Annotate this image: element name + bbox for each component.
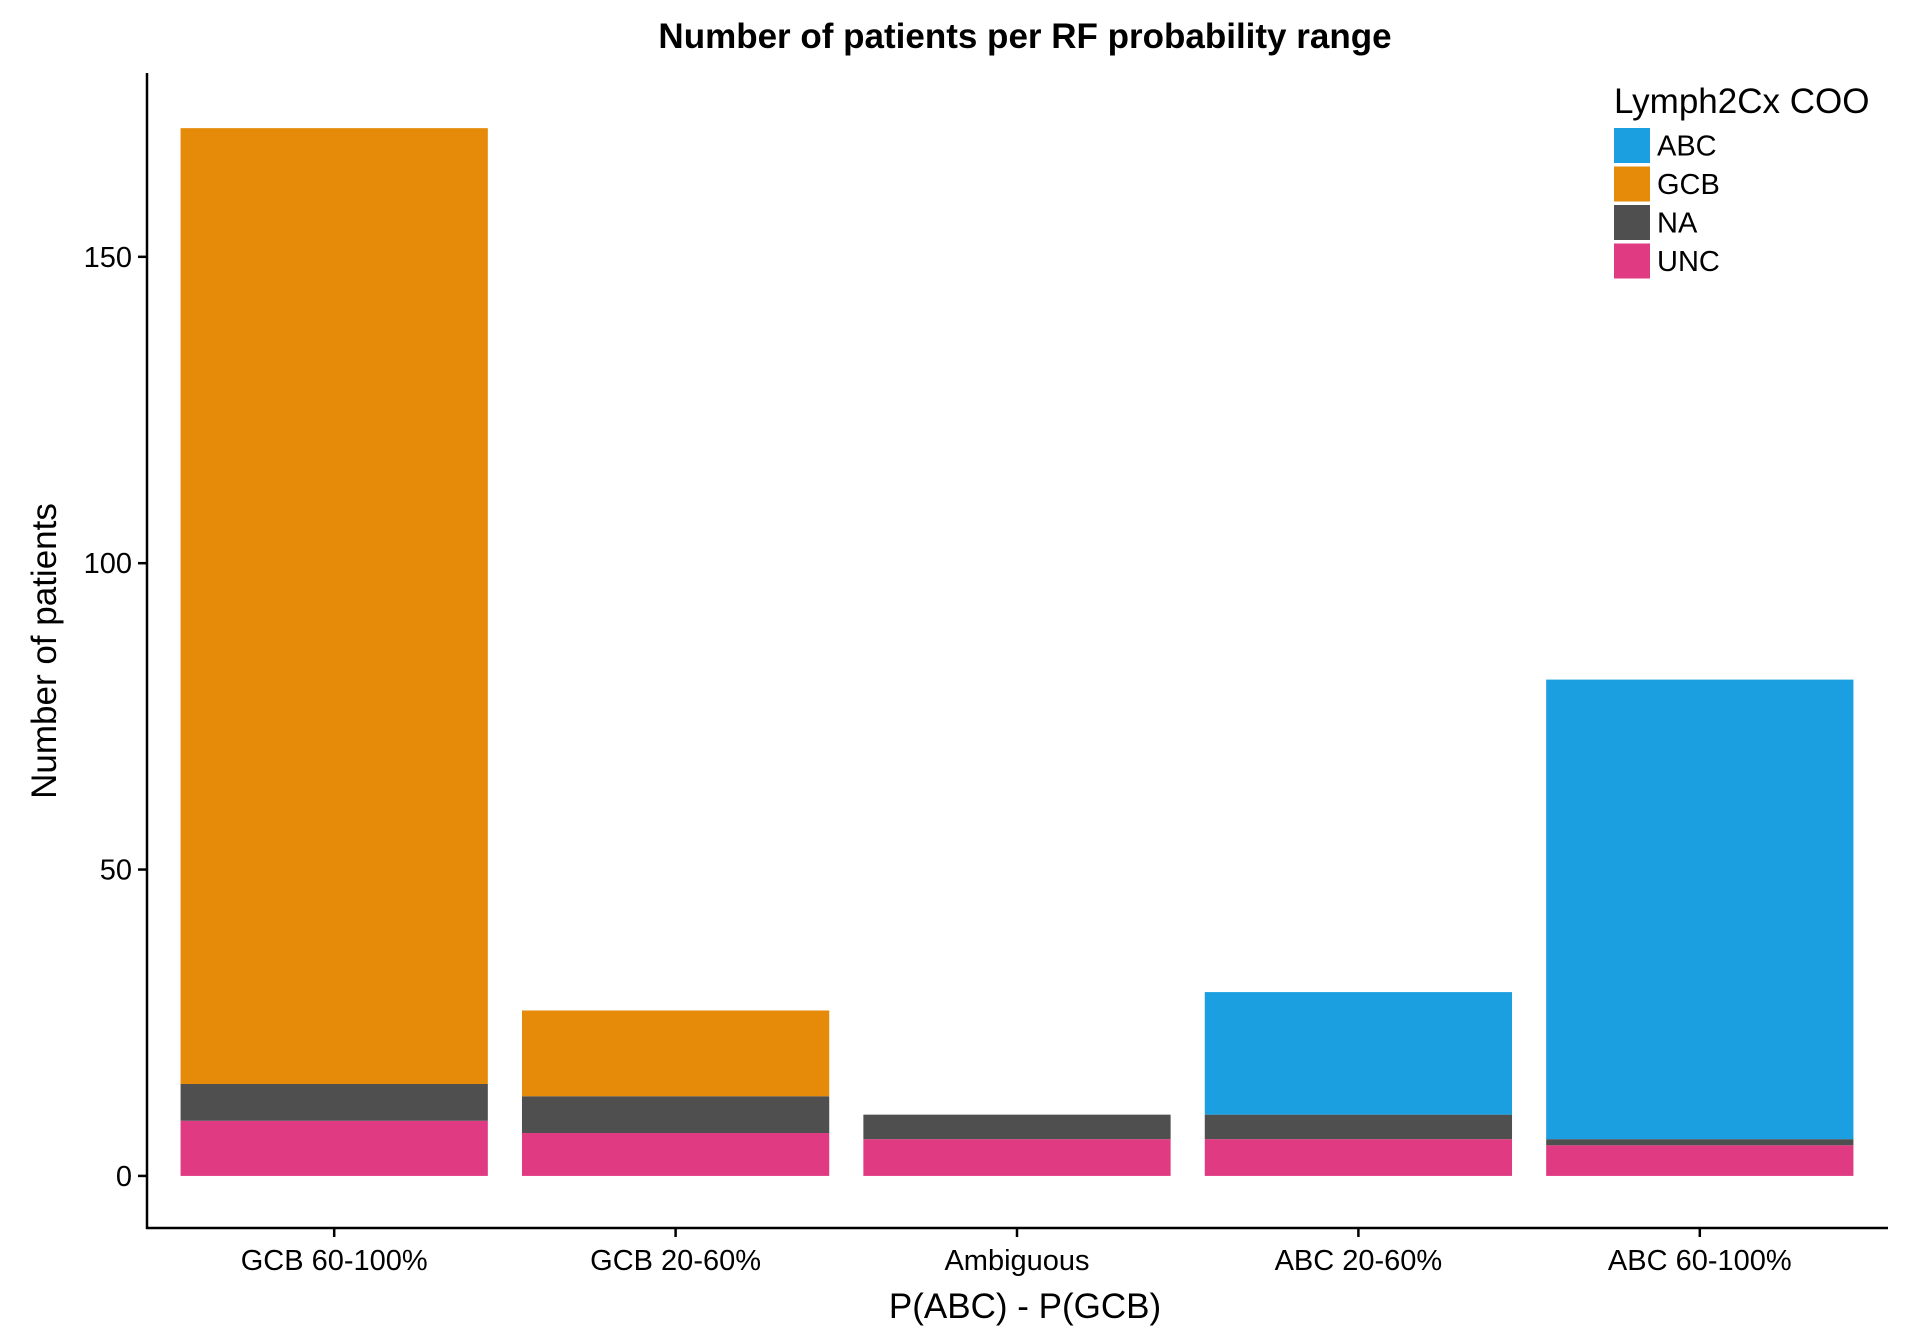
x-tick-label-gcb-60-100: GCB 60-100% (241, 1245, 428, 1277)
legend-key-unc (1614, 243, 1650, 279)
x-tick-label-abc-60-100: ABC 60-100% (1608, 1245, 1792, 1277)
legend-key-abc (1614, 128, 1650, 163)
x-tick-label-ambiguous: Ambiguous (944, 1245, 1089, 1277)
legend-label-unc: UNC (1657, 246, 1720, 278)
bar-gcb-60-100-gcb (180, 128, 488, 1085)
y-tick-label-50: 50 (100, 855, 132, 887)
y-tick-label-150: 150 (84, 242, 132, 274)
bar-abc-60-100-na (1546, 1139, 1854, 1146)
bar-gcb-60-100-unc (180, 1120, 488, 1176)
bar-abc-20-60-na (1204, 1114, 1513, 1140)
y-ticks-layer: 0 50 100 150 (84, 242, 147, 1193)
legend-label-gcb: GCB (1657, 169, 1720, 201)
bar-abc-20-60-abc (1204, 992, 1513, 1115)
bar-gcb-60-100-na (180, 1084, 488, 1121)
bar-ambiguous-na (863, 1114, 1171, 1140)
legend-label-abc: ABC (1657, 131, 1717, 163)
bars-layer (180, 128, 1854, 1176)
bar-abc-60-100-abc (1546, 679, 1854, 1140)
bar-gcb-20-60-na (521, 1096, 830, 1134)
legend-items: ABC GCB NA UNC (1614, 128, 1720, 279)
x-tick-label-abc-20-60: ABC 20-60% (1275, 1245, 1443, 1277)
bar-ambiguous-unc (863, 1139, 1171, 1176)
legend-key-gcb (1614, 166, 1650, 202)
chart-title: Number of patients per RF probability ra… (658, 17, 1391, 56)
bar-abc-20-60-unc (1204, 1139, 1513, 1176)
x-axis-title: P(ABC) - P(GCB) (889, 1287, 1161, 1326)
legend: Lymph2Cx COO ABC GCB NA UNC (1614, 82, 1869, 279)
y-axis-title: Number of patients (25, 503, 64, 799)
y-tick-label-100: 100 (84, 548, 132, 580)
bar-gcb-20-60-unc (521, 1133, 830, 1176)
legend-key-na (1614, 205, 1650, 240)
bar-abc-60-100-unc (1546, 1145, 1854, 1176)
y-tick-label-0: 0 (116, 1161, 132, 1193)
legend-title: Lymph2Cx COO (1614, 82, 1869, 121)
bar-gcb-20-60-gcb (521, 1010, 830, 1097)
legend-label-na: NA (1657, 208, 1698, 240)
x-tick-label-gcb-20-60: GCB 20-60% (590, 1245, 761, 1277)
x-ticks-layer: GCB 60-100% GCB 20-60% Ambiguous ABC 20-60%… (241, 1228, 1792, 1277)
